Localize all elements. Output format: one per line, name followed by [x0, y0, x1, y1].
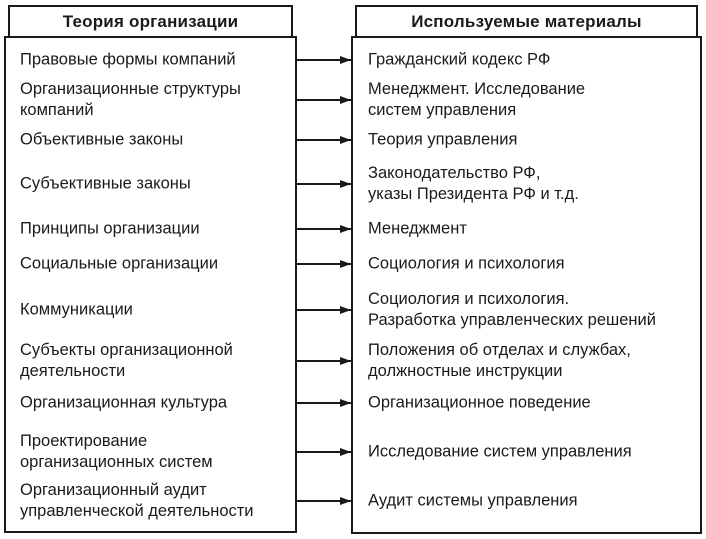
material-item: Организационное поведение	[368, 393, 591, 412]
material-item: Менеджмент	[368, 219, 467, 238]
material-item: Исследование систем управления	[368, 442, 632, 461]
material-item: Менеджмент. Исследование систем управлен…	[368, 80, 586, 119]
theory-item: Социальные организации	[20, 254, 219, 273]
theory-item: Организационный аудит управленческой дея…	[20, 481, 254, 520]
left-column-title: Теория организации	[62, 11, 239, 31]
right-column-box	[351, 36, 702, 534]
arrow-right-icon	[297, 183, 351, 185]
arrow-right-icon	[297, 139, 351, 141]
material-item: Социология и психология	[368, 254, 565, 273]
left-column-header: Теория организации	[8, 5, 293, 38]
theory-item: Коммуникации	[20, 300, 133, 319]
arrow-right-icon	[297, 263, 351, 265]
arrow-right-icon	[297, 451, 351, 453]
arrow-right-icon	[297, 500, 351, 502]
theory-item: Объективные законы	[20, 130, 184, 149]
arrow-right-icon	[297, 360, 351, 362]
material-item: Законодательство РФ, указы Президента РФ…	[368, 164, 579, 203]
theory-item: Правовые формы компаний	[20, 50, 236, 69]
theory-item: Субъекты организационной деятельности	[20, 341, 233, 380]
left-column-box	[4, 36, 297, 533]
right-column-title: Используемые материалы	[411, 11, 642, 31]
arrow-right-icon	[297, 228, 351, 230]
theory-item: Организационная культура	[20, 393, 228, 412]
material-item: Гражданский кодекс РФ	[368, 50, 551, 69]
arrow-right-icon	[297, 402, 351, 404]
arrow-right-icon	[297, 309, 351, 311]
material-item: Аудит системы управления	[368, 491, 578, 510]
theory-item: Принципы организации	[20, 219, 200, 238]
arrow-right-icon	[297, 99, 351, 101]
material-item: Положения об отделах и службах, должност…	[368, 341, 631, 380]
material-item: Теория управления	[368, 130, 518, 149]
arrow-right-icon	[297, 59, 351, 61]
theory-item: Организационные структуры компаний	[20, 80, 241, 119]
theory-item: Субъективные законы	[20, 174, 191, 193]
theory-item: Проектирование организационных систем	[20, 432, 213, 471]
material-item: Социология и психология. Разработка упра…	[368, 290, 656, 329]
right-column-header: Используемые материалы	[355, 5, 698, 38]
